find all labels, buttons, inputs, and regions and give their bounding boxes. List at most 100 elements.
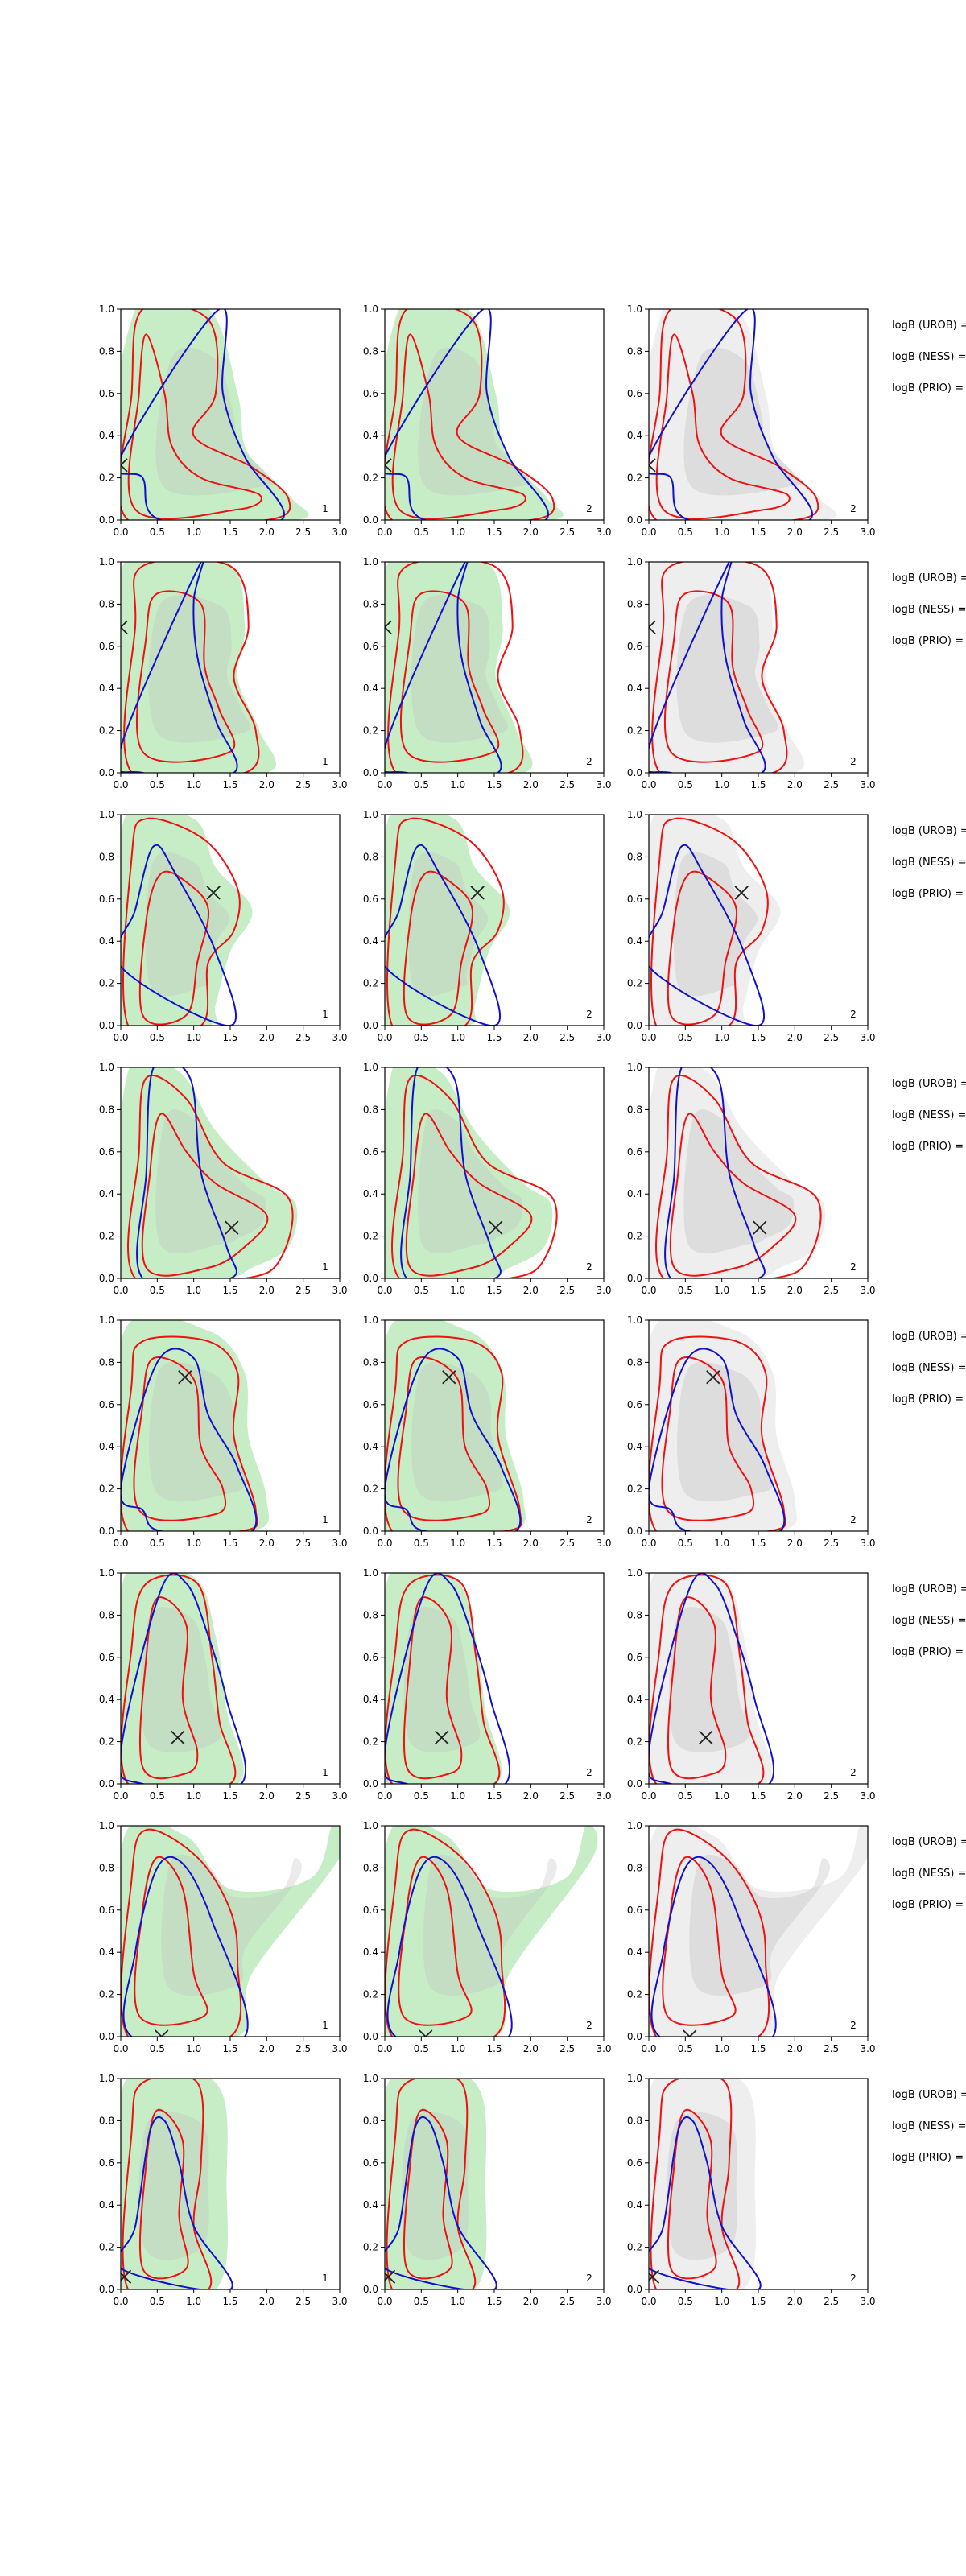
side-labels-r4: logB (UROB) = logB (NESS) = logB (PRIO) = xyxy=(892,1078,966,1153)
density-fill-core xyxy=(418,1109,523,1254)
panel-number: 2 xyxy=(586,1009,592,1020)
panel-number: 1 xyxy=(322,1514,328,1525)
x-tick-label: 2.5 xyxy=(559,2296,575,2307)
red-contour-inner xyxy=(135,590,236,763)
logb-label: logB (PRIO) = xyxy=(892,635,964,647)
panel-r5-c1: 0.0 0.5 1.0 1.5 2.0 2.5 3.0 0.0 0.2 0.4 0.6 0.8 1.0 1 xyxy=(99,1315,348,1549)
density-fill xyxy=(121,1826,340,2037)
y-tick-label: 0.0 xyxy=(363,767,378,778)
x-tick-label: 2.5 xyxy=(559,526,575,538)
x-tick-label: 3.0 xyxy=(860,1032,875,1043)
panel-number: 1 xyxy=(322,756,328,767)
plot-area xyxy=(649,1826,868,2037)
y-tick-label: 0.6 xyxy=(99,1652,114,1663)
x-tick-label: 3.0 xyxy=(596,1285,611,1296)
blue-contour xyxy=(121,2116,233,2289)
y-tick-label: 0.0 xyxy=(627,767,642,778)
y-tick-label: 0.0 xyxy=(363,2284,378,2295)
logb-label: logB (UROB) = xyxy=(892,1583,966,1596)
density-fill xyxy=(121,1573,244,1784)
red-contour-inner xyxy=(669,1113,797,1277)
x-tick-label: 2.0 xyxy=(259,1032,275,1043)
x-tick-label: 1.0 xyxy=(450,1538,465,1549)
red-contour-inner xyxy=(667,870,738,1026)
y-tick-label: 0.2 xyxy=(363,1989,378,2000)
plot-area xyxy=(649,1320,798,1531)
y-tick-label: 0.6 xyxy=(627,641,642,652)
density-fill-core xyxy=(138,2112,209,2260)
y-tick-label: 0.0 xyxy=(363,2031,378,2042)
panels-layer: 0.0 0.5 1.0 1.5 2.0 2.5 3.0 0.0 0.2 0.4 0.6 0.8 1.0 1… xyxy=(99,303,966,2307)
red-contour-inner xyxy=(402,1596,463,1780)
y-tick-label: 0.2 xyxy=(99,1484,114,1495)
y-tick-label: 0.0 xyxy=(363,1273,378,1284)
density-fill-core xyxy=(402,2112,469,2260)
panel-r6-c2: 0.0 0.5 1.0 1.5 2.0 2.5 3.0 0.0 0.2 0.4 0.6 0.8 1.0 2 xyxy=(363,1567,612,1802)
y-tick-label: 0.0 xyxy=(627,1273,642,1284)
y-tick-label: 0.6 xyxy=(627,1146,642,1158)
y-tick-label: 0.6 xyxy=(99,1399,114,1410)
red-contour-inner xyxy=(138,870,210,1026)
x-tick-label: 1.5 xyxy=(486,1538,502,1549)
y-tick-label: 0.8 xyxy=(627,851,642,862)
density-fill xyxy=(121,815,253,1026)
panel-r4-c3: 0.0 0.5 1.0 1.5 2.0 2.5 3.0 0.0 0.2 0.4 0.6 0.8 1.0 2 xyxy=(627,1062,876,1296)
y-tick-label: 0.2 xyxy=(363,1231,378,1242)
panel-r1-c3: 0.0 0.5 1.0 1.5 2.0 2.5 3.0 0.0 0.2 0.4 0.6 0.8 1.0 2 xyxy=(627,303,876,538)
plot-area xyxy=(649,562,805,773)
panel-number: 2 xyxy=(850,756,857,767)
x-tick-label: 0.0 xyxy=(377,1790,392,1802)
blue-contour xyxy=(386,1856,513,2037)
y-tick-label: 0.8 xyxy=(99,1609,114,1620)
density-fill xyxy=(649,309,837,520)
density-fill-core xyxy=(411,595,508,743)
y-tick-label: 0.0 xyxy=(99,514,114,526)
x-tick-label: 1.5 xyxy=(750,779,766,791)
y-tick-label: 0.4 xyxy=(363,430,378,441)
x-tick-label: 0.0 xyxy=(641,526,656,538)
panel-r7-c3: 0.0 0.5 1.0 1.5 2.0 2.5 3.0 0.0 0.2 0.4 0.6 0.8 1.0 2 xyxy=(627,1820,876,2054)
panel-r5-c3: 0.0 0.5 1.0 1.5 2.0 2.5 3.0 0.0 0.2 0.4 0.6 0.8 1.0 2 xyxy=(627,1315,876,1549)
x-tick-label: 2.0 xyxy=(259,2043,275,2054)
x-tick-label: 1.5 xyxy=(222,1285,237,1296)
x-tick-label: 2.5 xyxy=(295,2043,311,2054)
x-tick-label: 3.0 xyxy=(860,779,875,791)
x-tick-label: 1.0 xyxy=(450,2296,465,2307)
y-tick-label: 1.0 xyxy=(99,1567,114,1579)
panel-r6-c1: 0.0 0.5 1.0 1.5 2.0 2.5 3.0 0.0 0.2 0.4 0.6 0.8 1.0 1 xyxy=(99,1567,348,1802)
y-tick-label: 0.8 xyxy=(627,2115,642,2126)
y-tick-label: 0.0 xyxy=(99,1778,114,1790)
plot-area xyxy=(385,2079,497,2289)
x-tick-label: 1.5 xyxy=(222,779,237,791)
red-contour-outer xyxy=(121,1574,237,1784)
true-value-marker xyxy=(683,2029,697,2037)
density-fill xyxy=(385,2079,487,2289)
x-tick-label: 2.0 xyxy=(523,779,539,791)
x-tick-label: 0.0 xyxy=(641,1032,656,1043)
plot-area xyxy=(649,1067,826,1278)
y-tick-label: 0.4 xyxy=(363,1694,378,1705)
y-tick-label: 0.2 xyxy=(363,1484,378,1495)
y-tick-label: 1.0 xyxy=(363,556,378,568)
red-contour-inner xyxy=(663,590,764,763)
x-tick-label: 0.5 xyxy=(150,1285,165,1296)
red-contour-inner xyxy=(667,1596,727,1780)
x-tick-label: 2.5 xyxy=(559,1538,575,1549)
x-tick-label: 0.5 xyxy=(678,526,693,538)
true-value-marker xyxy=(419,2029,433,2037)
logb-label: logB (UROB) = xyxy=(892,572,966,584)
x-tick-label: 0.0 xyxy=(641,779,656,791)
true-value-marker xyxy=(206,886,221,900)
plot-area xyxy=(121,2079,233,2289)
blue-contour xyxy=(385,2116,497,2289)
x-tick-label: 0.5 xyxy=(150,526,165,538)
x-tick-label: 0.5 xyxy=(414,1285,429,1296)
panel-number: 2 xyxy=(850,2273,857,2284)
density-fill-core xyxy=(161,1854,302,1996)
logb-label: logB (PRIO) = xyxy=(892,1141,964,1153)
x-tick-label: 0.5 xyxy=(678,1790,693,1802)
x-tick-label: 0.5 xyxy=(150,779,165,791)
x-tick-label: 2.0 xyxy=(523,1538,539,1549)
logb-label: logB (PRIO) = xyxy=(892,1899,964,1911)
x-tick-label: 0.0 xyxy=(377,1538,392,1549)
